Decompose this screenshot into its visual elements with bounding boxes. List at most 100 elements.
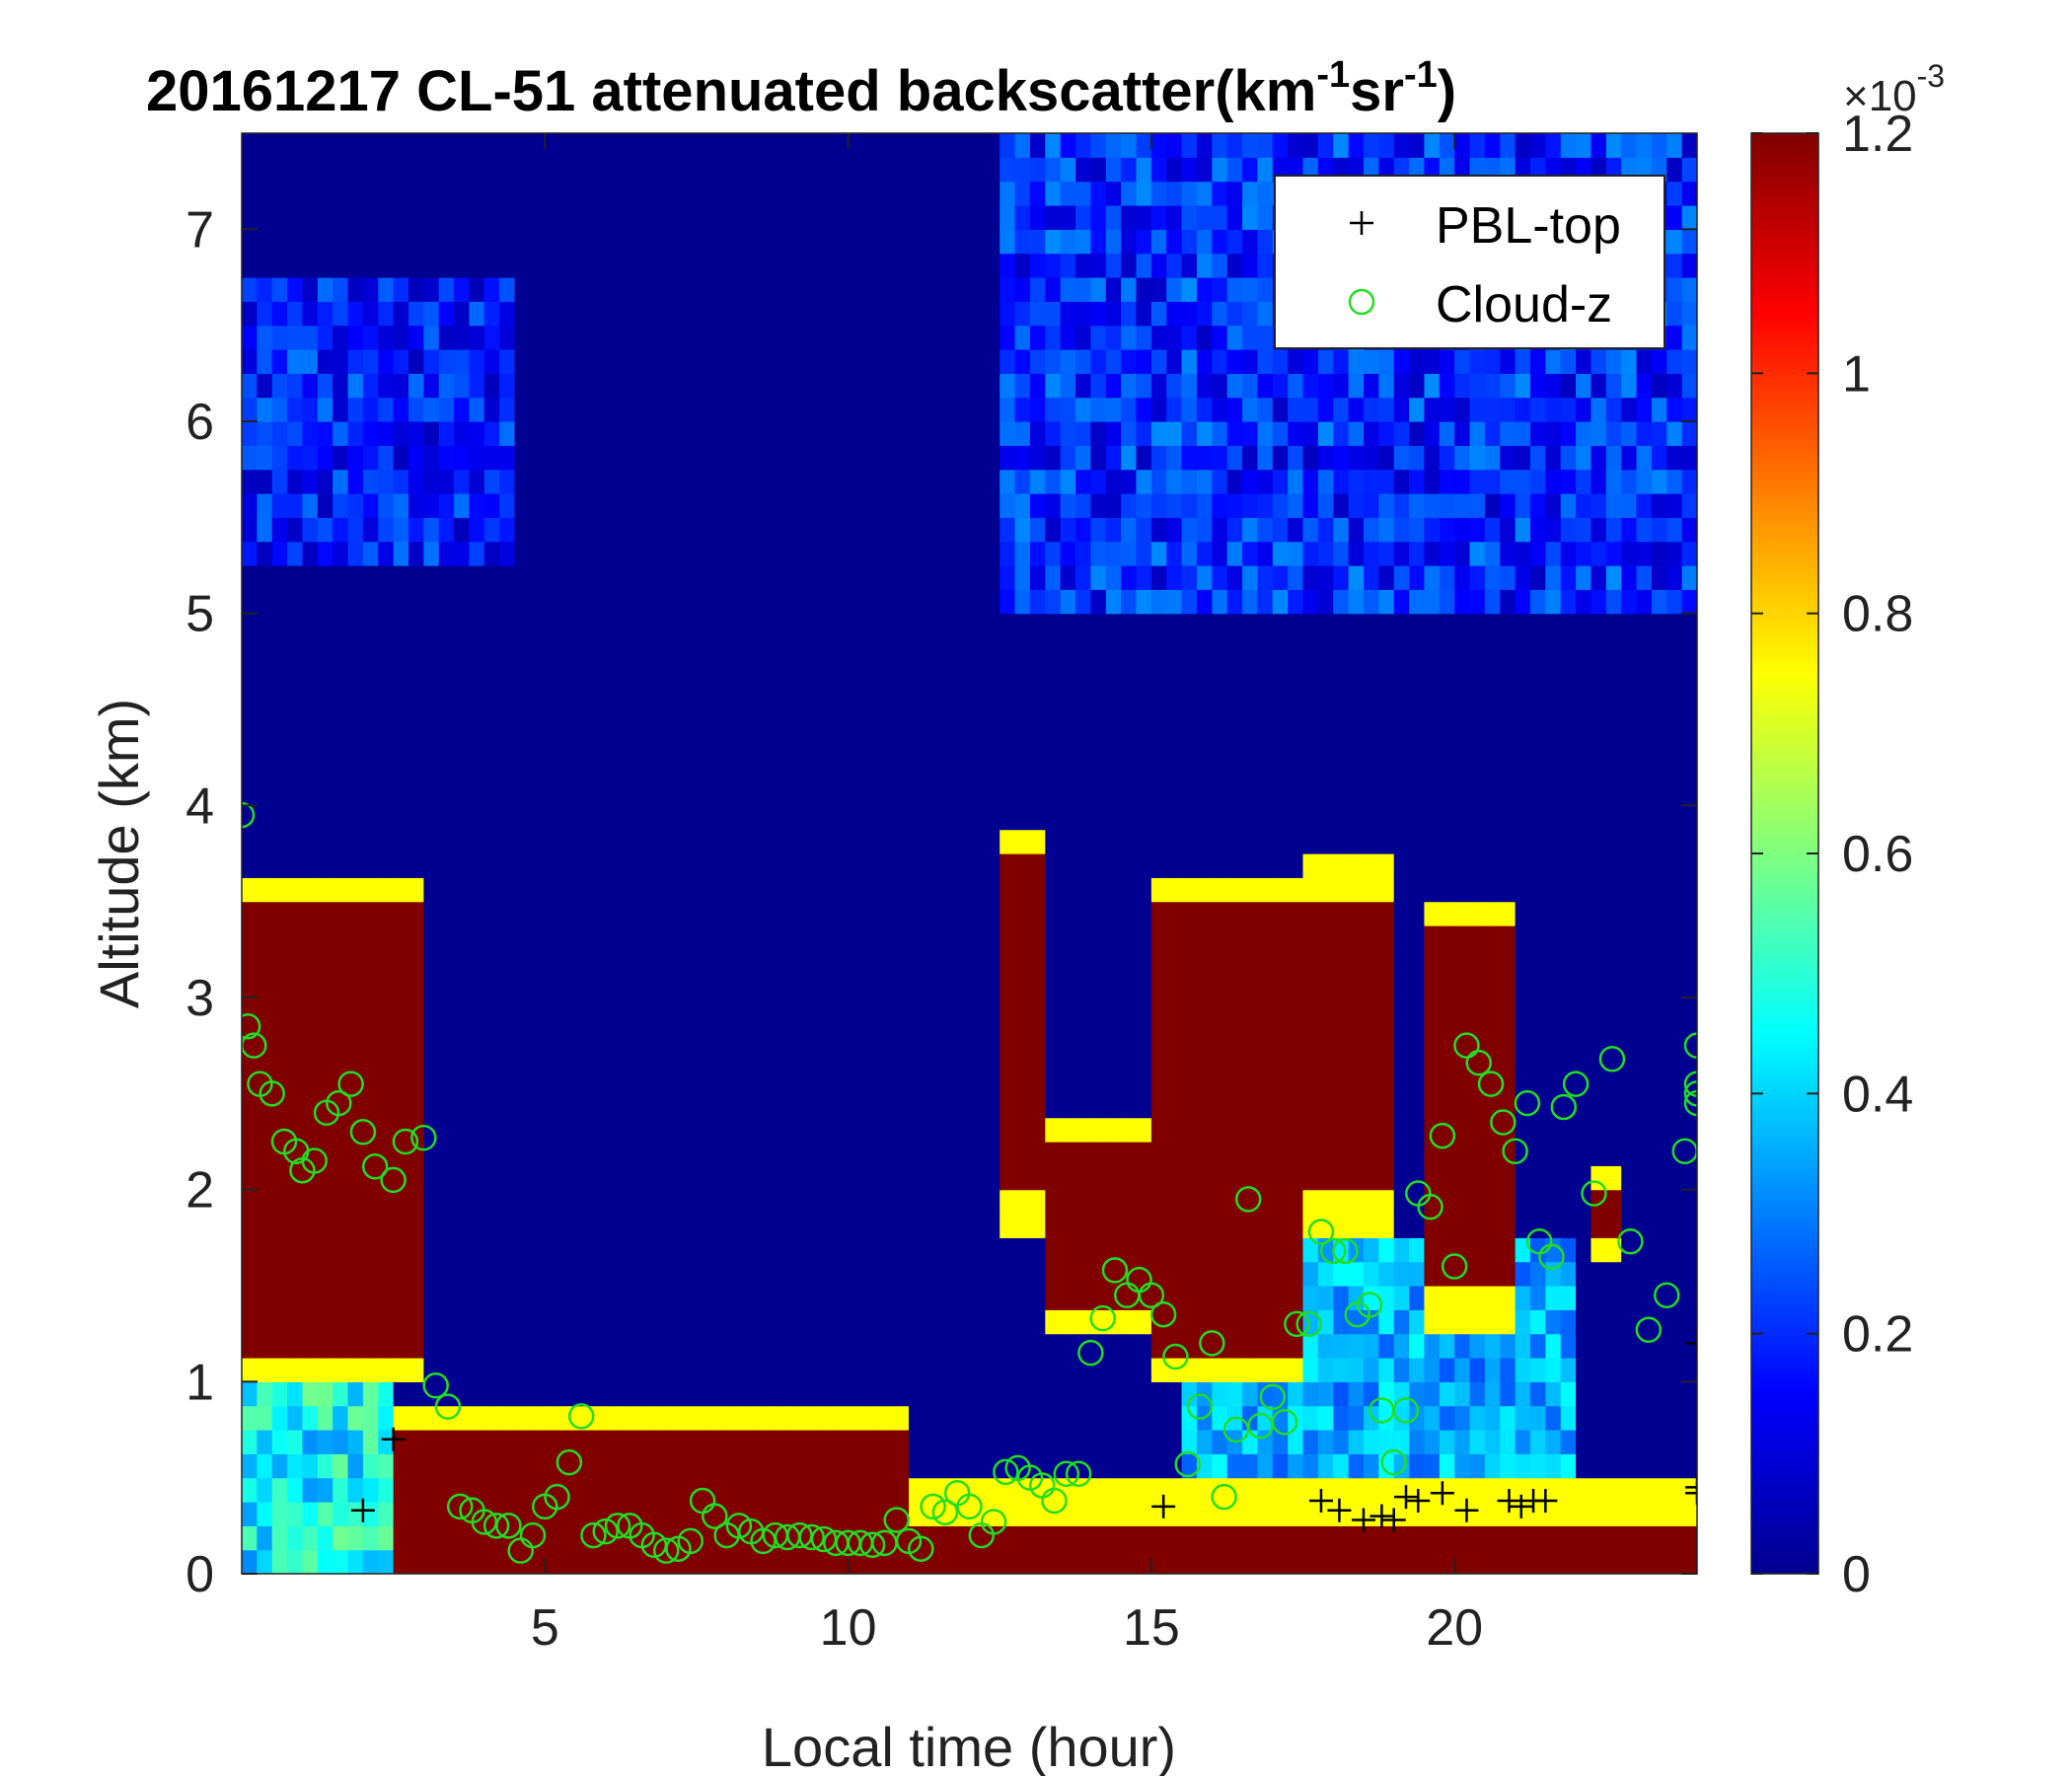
heatmap-cell [1469,133,1486,158]
heatmap-cell [1181,1045,1198,1071]
heatmap-cell [333,1453,349,1479]
heatmap-cell [817,1261,834,1287]
heatmap-cell [650,277,667,302]
heatmap-cell [938,1405,955,1431]
heatmap-cell [393,685,409,710]
heatmap-cell [878,517,895,543]
heatmap-cell [742,1117,758,1143]
heatmap-cell [666,973,683,999]
heatmap-cell [817,973,834,999]
heatmap-cell [742,517,758,543]
heatmap-cell [1439,685,1455,710]
heatmap-cell [787,998,804,1022]
heatmap-cell [833,229,850,255]
heatmap-cell [969,1237,986,1263]
heatmap-cell [605,949,622,975]
heatmap-cell [787,949,804,975]
heatmap-cell [1060,901,1076,926]
heatmap-cell [1014,949,1031,975]
heatmap-cell [666,685,683,710]
heatmap-cell [514,229,531,255]
heatmap-cell [242,1453,258,1479]
heatmap-cell [1181,181,1198,206]
heatmap-cell [833,1405,850,1431]
heatmap-cell [878,853,895,878]
heatmap-cell [666,1070,683,1094]
heatmap-cell [1378,781,1395,806]
heatmap-cell [1317,1549,1334,1574]
heatmap-cell [893,205,910,230]
heatmap-cell [742,661,758,687]
heatmap-cell [545,157,561,183]
heatmap-cell [1212,613,1228,638]
heatmap-cell [1196,1358,1213,1382]
heatmap-cell [666,1142,683,1166]
heatmap-cell [650,325,667,350]
heatmap-cell [1166,709,1183,734]
heatmap-cell [621,949,637,975]
heatmap-cell [590,325,607,350]
heatmap-cell [545,973,561,999]
heatmap-cell [454,1189,471,1215]
heatmap-cell [999,541,1016,566]
heatmap-cell [1181,1430,1198,1454]
heatmap-cell [862,397,879,422]
heatmap-cell [257,421,273,446]
heatmap-cell [575,1237,591,1263]
heatmap-cell [954,253,971,278]
heatmap-cell [287,1333,304,1359]
heatmap-cell [575,229,591,255]
heatmap-cell [1288,805,1304,831]
heatmap-cell [545,469,561,494]
heatmap-cell [666,541,683,566]
heatmap-cell [545,1430,561,1454]
heatmap-cell [1393,1333,1410,1359]
heatmap-cell [1150,517,1167,543]
heatmap-cell [1150,1333,1167,1359]
heatmap-cell [772,685,788,710]
heatmap-cell [408,277,424,302]
heatmap-cell [257,1358,273,1382]
heatmap-cell [454,1165,471,1191]
heatmap-cell [1439,709,1455,734]
heatmap-cell [1302,1117,1319,1143]
heatmap-cell [711,1117,728,1143]
heatmap-cell [423,157,440,183]
heatmap-cell [1212,1093,1228,1119]
heatmap-cell [1029,541,1046,566]
heatmap-cell [802,877,819,903]
heatmap-cell [802,1309,819,1335]
heatmap-cell [575,1142,591,1166]
heatmap-cell [393,661,409,687]
heatmap-cell [529,998,546,1022]
heatmap-cell [257,1525,273,1551]
heatmap-cell [1166,1189,1183,1215]
heatmap-cell [514,973,531,999]
heatmap-cell [271,445,288,471]
heatmap-cell [650,613,667,638]
heatmap-cell [848,133,864,158]
heatmap-cell [787,853,804,878]
heatmap-cell [1242,1333,1259,1359]
heatmap-cell [347,1381,364,1407]
heatmap-cell [408,853,424,878]
heatmap-cell [893,1189,910,1215]
heatmap-cell [924,133,940,158]
heatmap-cell [1378,829,1395,854]
heatmap-cell [862,205,879,230]
heatmap-cell [1121,829,1138,854]
heatmap-cell [347,1142,364,1166]
heatmap-cell [1469,757,1486,782]
heatmap-cell [984,565,1000,590]
heatmap-cell [590,805,607,831]
heatmap-cell [1348,661,1365,687]
heatmap-cell [1484,637,1501,662]
heatmap-cell [317,1021,333,1047]
heatmap-cell [802,853,819,878]
heatmap-cell [969,973,986,999]
heatmap-cell [1121,637,1138,662]
heatmap-cell [347,493,364,518]
heatmap-cell [242,1093,258,1119]
heatmap-cell [1242,998,1259,1022]
heatmap-cell [559,1286,576,1310]
